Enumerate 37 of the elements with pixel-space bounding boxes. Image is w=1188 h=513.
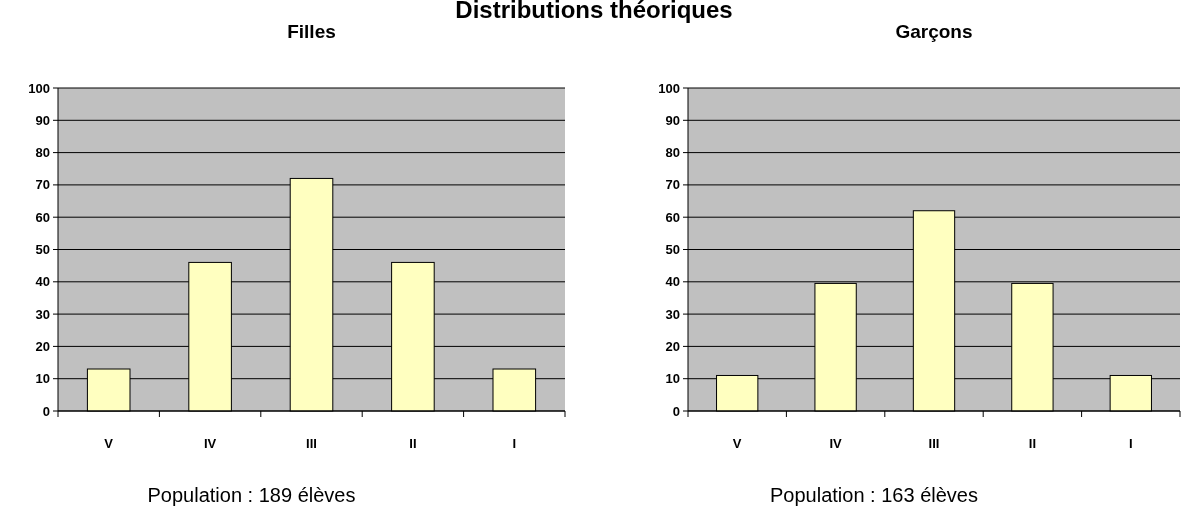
x-tick-label: II: [409, 435, 417, 451]
x-tick-label: IV: [203, 435, 217, 451]
y-tick-label: 0: [42, 403, 50, 419]
x-tick-label: II: [1028, 435, 1037, 451]
y-tick-label: 50: [35, 242, 50, 258]
x-tick-label: III: [306, 435, 317, 451]
text: Population : 163 élèves: [770, 484, 978, 506]
y-tick-label: 10: [665, 371, 680, 387]
y-tick-label: 90: [665, 112, 680, 128]
y-tick-label: 40: [35, 274, 50, 290]
y-tick-label: 100: [658, 80, 680, 96]
chart-title: Filles: [287, 21, 336, 42]
y-tick-label: 20: [35, 338, 50, 354]
y-tick-label: 20: [665, 338, 680, 354]
y-tick-label: 30: [35, 306, 50, 322]
x-tick-label: IV: [829, 435, 843, 451]
x-tick-label: I: [512, 435, 517, 451]
x-tick-label: V: [104, 435, 114, 451]
x-tick-label: I: [1128, 435, 1133, 451]
y-tick-label: 60: [35, 209, 50, 225]
y-tick-label: 80: [35, 145, 50, 161]
text: Distributions théoriques: [455, 0, 733, 23]
y-tick-label: 70: [35, 177, 50, 193]
y-tick-label: 90: [35, 112, 50, 128]
y-tick-label: 70: [665, 177, 680, 193]
y-tick-label: 80: [665, 145, 680, 161]
y-tick-label: 100: [28, 80, 50, 96]
chart-title: Garçons: [895, 21, 973, 42]
y-tick-label: 30: [665, 306, 680, 322]
y-tick-label: 0: [672, 403, 680, 419]
y-tick-label: 60: [665, 209, 680, 225]
x-tick-label: V: [732, 435, 742, 451]
y-tick-label: 50: [665, 242, 680, 258]
x-tick-label: III: [928, 435, 940, 451]
text: Population : 189 élèves: [147, 484, 356, 506]
y-tick-label: 40: [665, 274, 680, 290]
y-tick-label: 10: [35, 371, 50, 387]
